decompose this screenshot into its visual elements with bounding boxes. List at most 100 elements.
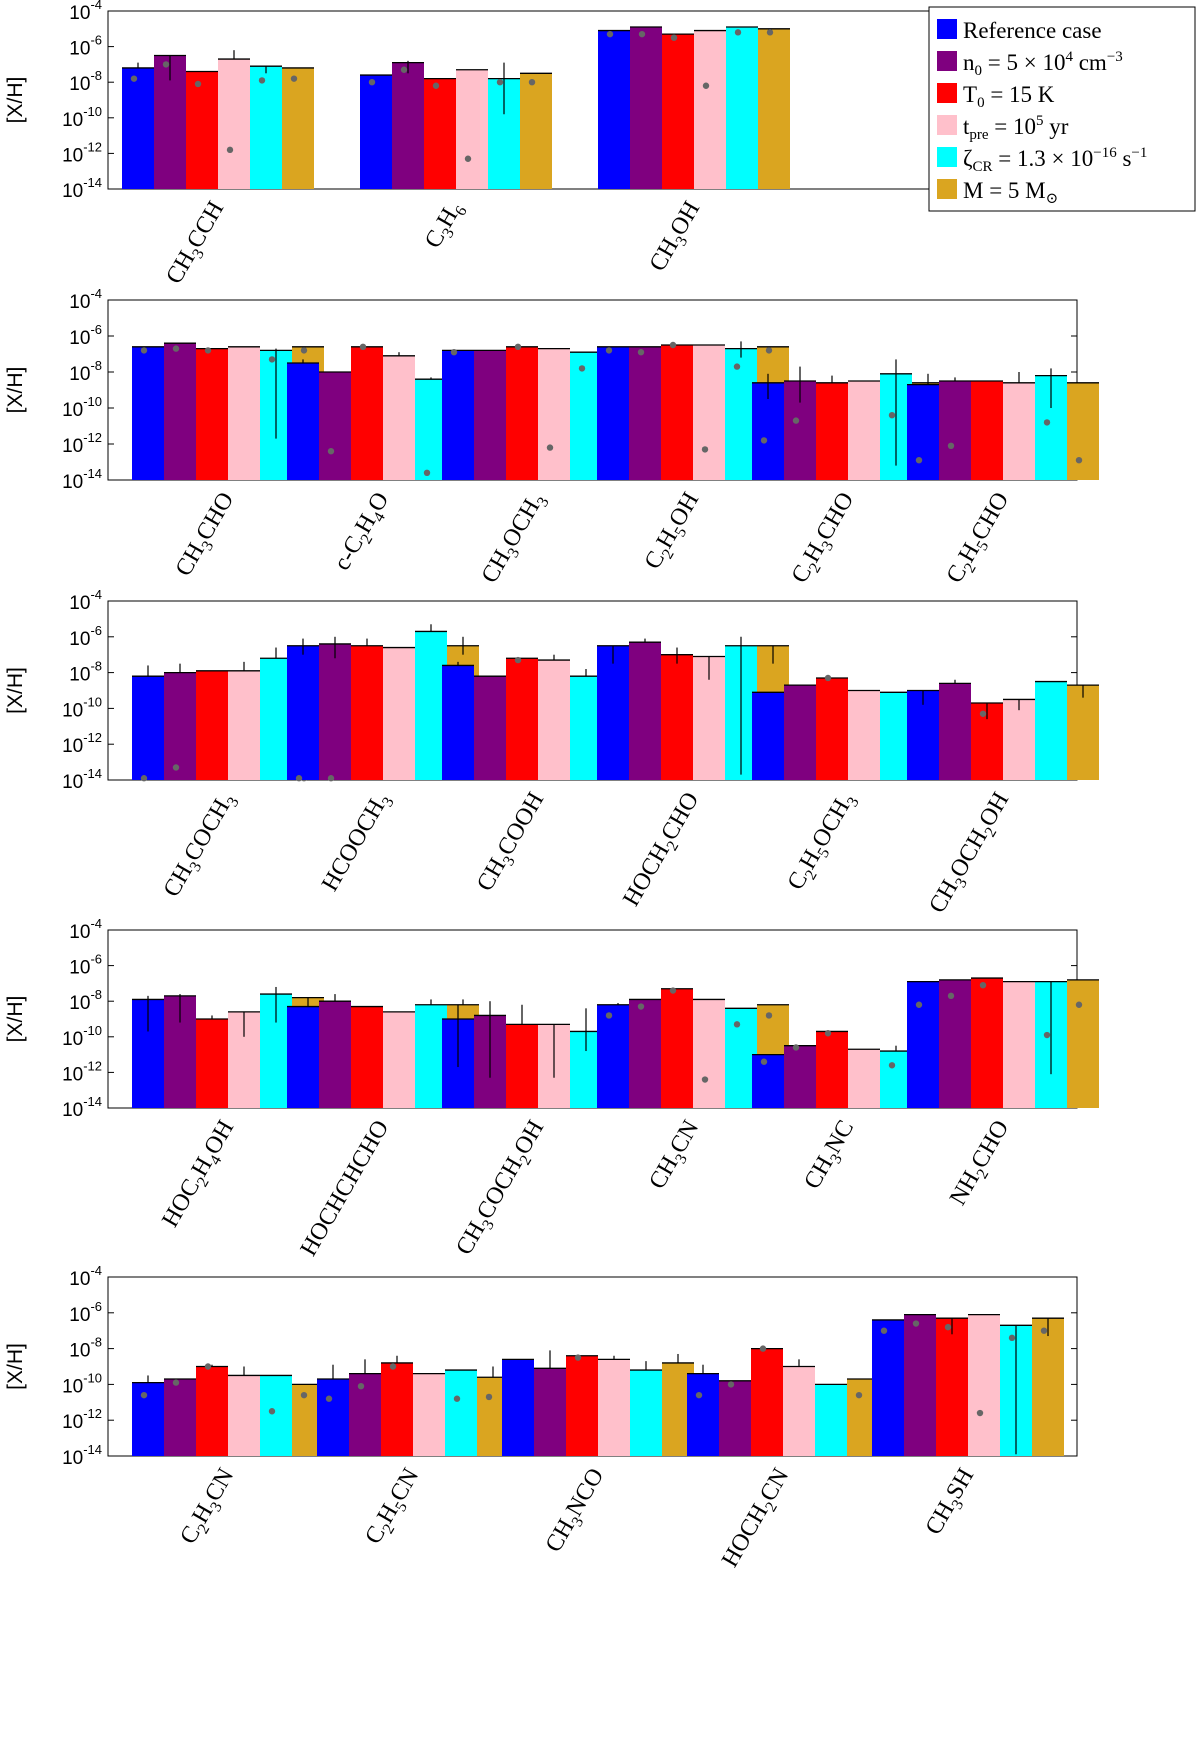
observed-point (915, 457, 923, 464)
legend-label: T0 = 15 K (963, 82, 1055, 111)
y-tick-label: 10-4 (69, 1263, 102, 1290)
observed-point (1008, 1334, 1016, 1342)
bar (122, 67, 154, 189)
bar (445, 1370, 477, 1456)
category-label: NH2CHO (945, 1116, 1018, 1212)
bar (287, 1006, 319, 1108)
molecule-group: CH3NC (752, 1030, 944, 1194)
category-label: CH3OH (645, 197, 709, 278)
bar (719, 1380, 751, 1456)
category-label: C2H3CHO (787, 488, 863, 590)
y-tick-label: 10-12 (62, 139, 102, 166)
bar (598, 30, 630, 189)
y-tick-label: 10-14 (62, 466, 102, 493)
observed-point (172, 764, 180, 771)
molecule-group: C2H5CN (317, 1355, 509, 1549)
bar (1003, 981, 1035, 1108)
observed-point (727, 1381, 735, 1388)
observed-point (888, 1062, 896, 1069)
bar (726, 27, 758, 189)
bar (1003, 382, 1035, 480)
bar (758, 28, 790, 189)
bar (228, 1375, 260, 1456)
panel-1: 10-14 10-12 10-10 10-8 10-6 10-4 [X/H] CH3CCH C3… (4, 0, 1078, 289)
observed-point (760, 1058, 768, 1065)
observed-point (528, 79, 536, 86)
observed-point (1075, 457, 1083, 464)
y-tick-label: 10-4 (69, 286, 102, 313)
legend-label: tpre = 105 yr (963, 113, 1069, 143)
y-tick-label: 10-12 (62, 730, 102, 757)
y-tick-label: 10-8 (69, 358, 102, 385)
bar (196, 348, 228, 480)
bar (164, 672, 196, 780)
legend-swatch (937, 51, 957, 71)
bar (629, 346, 661, 480)
observed-point (295, 775, 303, 782)
y-axis-label: [X/H] (4, 667, 27, 714)
bar (597, 346, 629, 480)
y-tick-label: 10-8 (69, 987, 102, 1014)
observed-point (670, 34, 678, 41)
observed-point (701, 446, 709, 453)
observed-point (514, 343, 522, 350)
bar (783, 1366, 815, 1456)
bar (442, 350, 474, 480)
observed-point (432, 82, 440, 89)
bar (228, 670, 260, 780)
bar (1067, 382, 1099, 480)
observed-point (701, 1076, 709, 1083)
molecule-group: C2H3CN (132, 1363, 324, 1551)
category-label: CH3COCH2OH (451, 1116, 552, 1262)
observed-point (194, 80, 202, 88)
bar (784, 1045, 816, 1108)
category-label: HCOOCH3 (317, 788, 398, 898)
category-label: CH3COCH3 (159, 788, 243, 903)
bar (939, 381, 971, 480)
category-label: HOCH2CN (717, 1464, 798, 1574)
bar (693, 345, 725, 480)
bar (816, 382, 848, 480)
observed-point (1043, 1031, 1051, 1039)
molecule-group: C2H5CHO (907, 368, 1099, 588)
observed-point (944, 1323, 952, 1331)
bar (260, 1375, 292, 1456)
observed-point (423, 469, 431, 476)
bar (319, 643, 351, 780)
y-tick-label: 10-8 (69, 68, 102, 95)
observed-point (368, 79, 376, 86)
bar (196, 1366, 228, 1456)
bar (506, 1024, 538, 1108)
bar (520, 73, 552, 189)
bar (132, 1382, 164, 1456)
bar (351, 645, 383, 780)
category-label: C2H3CN (175, 1464, 242, 1551)
observed-point (824, 1030, 832, 1037)
bar (751, 1348, 783, 1456)
observed-point (915, 1001, 923, 1008)
bar (538, 660, 570, 780)
observed-point (300, 1391, 308, 1399)
observed-point (702, 82, 710, 89)
bar (351, 1006, 383, 1108)
bar (287, 645, 319, 780)
observed-point (300, 347, 308, 354)
legend-entry: Reference case (937, 18, 1102, 43)
y-tick-label: 10-4 (69, 587, 102, 614)
bar (971, 381, 1003, 480)
observed-point (733, 363, 741, 370)
bar (693, 999, 725, 1108)
molecule-group: CH3SH (872, 1313, 1064, 1539)
observed-point (824, 674, 832, 682)
bar (661, 654, 693, 780)
legend-entry: n0 = 5 × 104 cm−3 (937, 49, 1123, 79)
bar (907, 690, 939, 780)
observed-point (855, 1391, 863, 1399)
y-tick-label: 10-10 (62, 104, 102, 131)
observed-point (638, 30, 646, 38)
bar (597, 645, 629, 780)
observed-point (947, 442, 955, 449)
y-tick-label: 10-12 (62, 430, 102, 457)
bar (936, 1318, 968, 1456)
